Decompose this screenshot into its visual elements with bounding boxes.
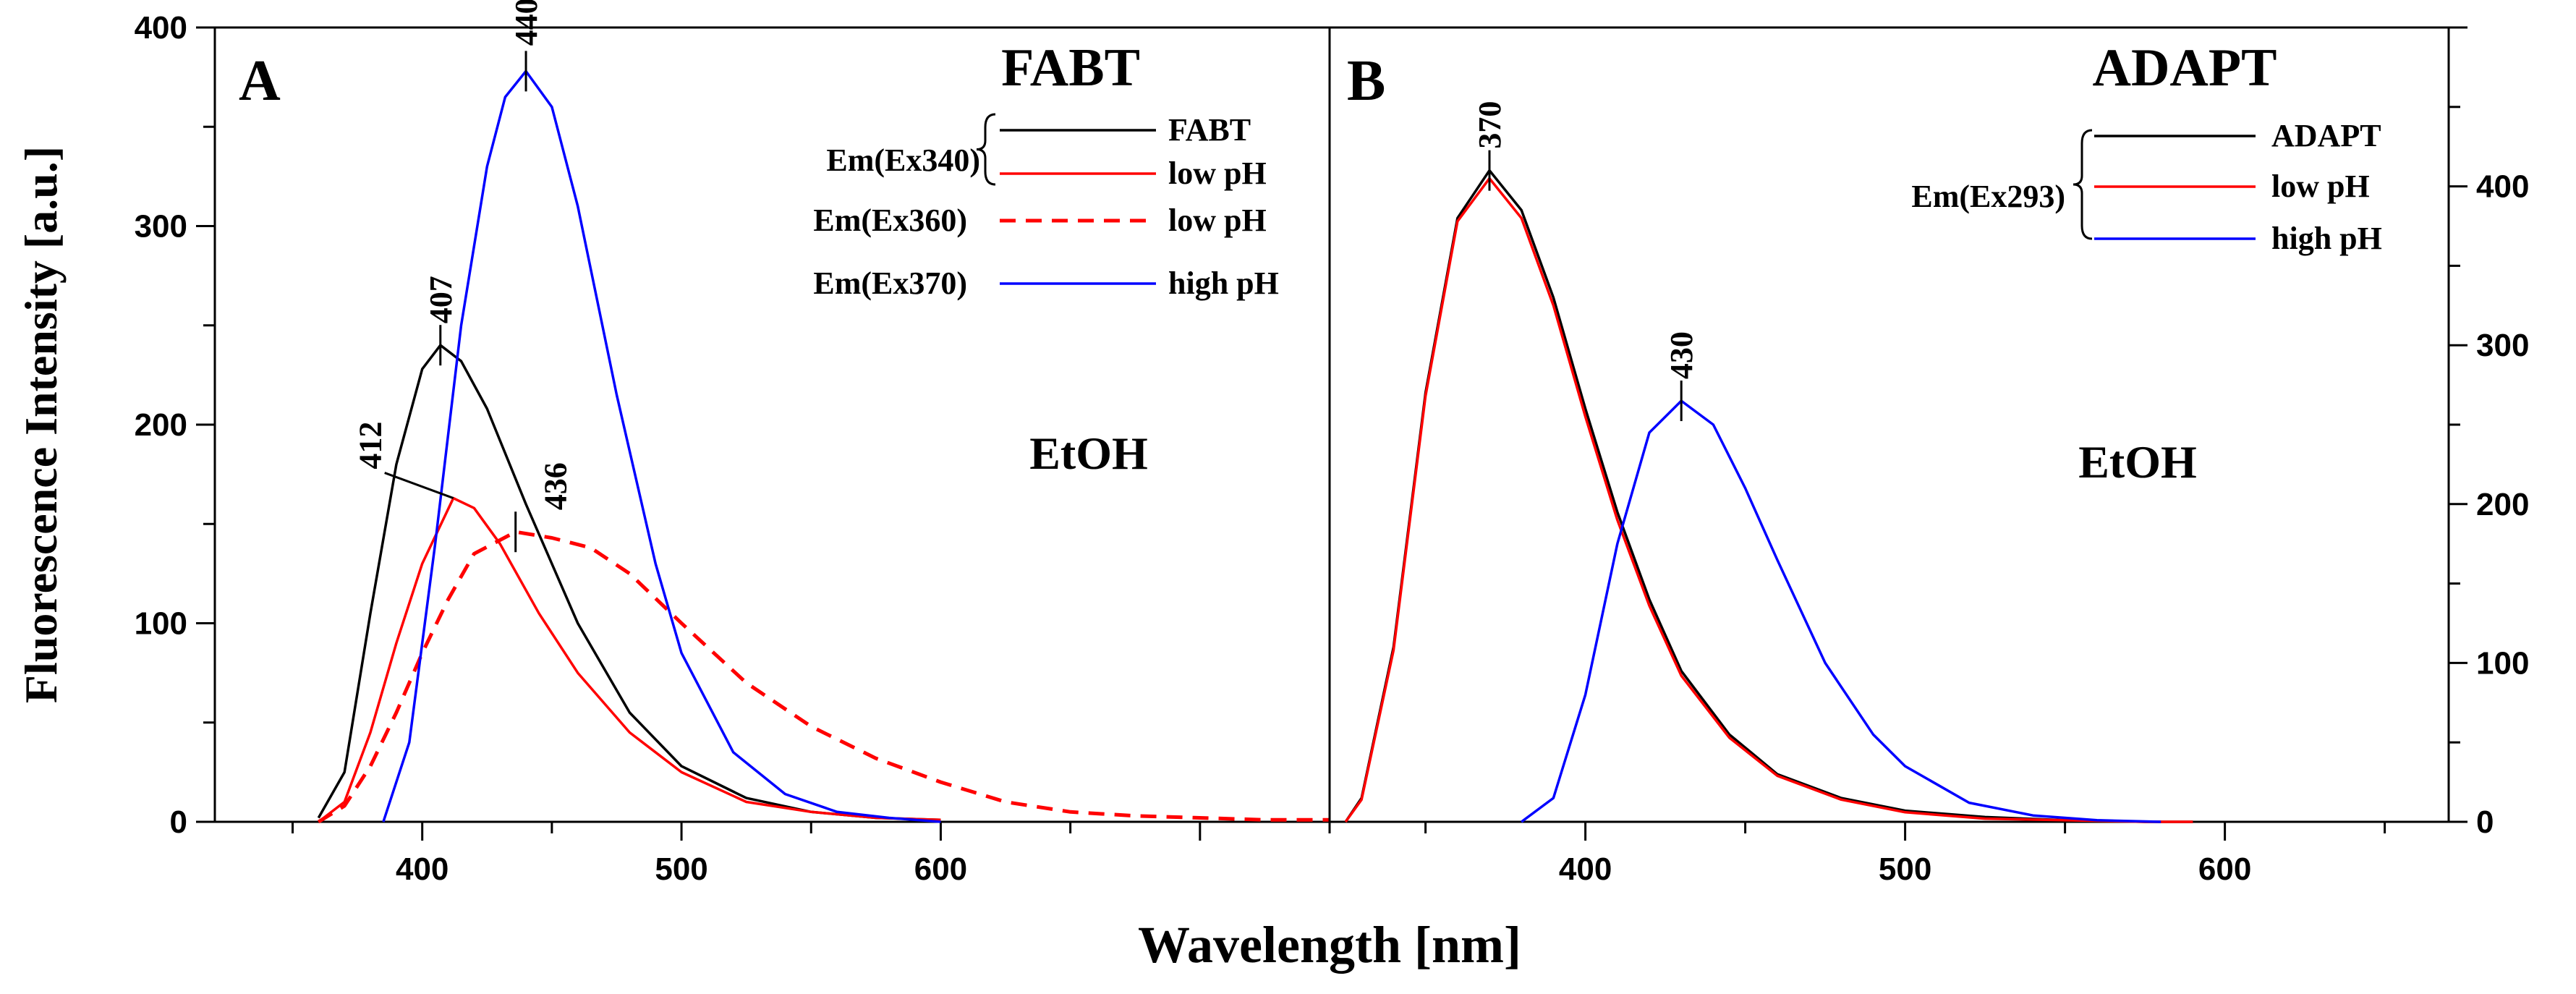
peak-label: 370 [1472, 101, 1508, 149]
peak-label: 440 [509, 0, 544, 46]
legend-group-label: Em(Ex370) [813, 266, 967, 301]
x-tick-label: 400 [396, 851, 449, 887]
legend-group-label: Em(Ex293) [1911, 179, 2065, 214]
peak-label: 412 [353, 422, 388, 470]
legend-entry-label: low pH [1168, 156, 1267, 191]
x-tick-label: 600 [914, 851, 967, 887]
series-line [317, 530, 1330, 824]
peak-label: 436 [538, 462, 574, 510]
legend-brace [2073, 129, 2093, 240]
legend: Em(Ex293) ADAPT low pH high pH [1911, 118, 2382, 256]
panel-title: ADAPT [2093, 38, 2277, 98]
panel-title: FABT [1001, 38, 1140, 98]
series-line [1344, 177, 2193, 823]
y-axis-title: Fluorescence Intensity [a.u.] [15, 146, 67, 703]
peak-leader [384, 472, 454, 499]
shared-axis-titles: Fluorescence Intensity [a.u.] Wavelength … [15, 146, 1521, 974]
peak-label: 407 [423, 276, 459, 323]
y-tick-label: 400 [2476, 169, 2529, 205]
legend-brace [976, 113, 996, 186]
series-line [318, 496, 941, 823]
legend-entry-label: high pH [1168, 266, 1279, 301]
panel-b: 400 500 600 0 100 200 300 400 370 430 B ADAPT EtOH Em… [1328, 26, 2529, 887]
y-tick-label: 0 [2476, 804, 2494, 840]
y-tick-label: 300 [2476, 328, 2529, 363]
y-tick-label: 100 [2476, 645, 2529, 681]
solvent-label: EtOH [2078, 436, 2197, 488]
legend-group-label: Em(Ex340) [826, 143, 980, 178]
y-tick-label: 0 [170, 804, 187, 840]
legend-entry-label: high pH [2271, 221, 2382, 256]
series-line [1344, 169, 2193, 823]
legend-entry-label: low pH [2271, 169, 2370, 204]
y-tick-label: 200 [135, 407, 187, 443]
y-tick-label: 200 [2476, 487, 2529, 522]
legend-entry-label: FABT [1168, 112, 1251, 148]
legend-entry-label: ADAPT [2271, 118, 2381, 153]
x-tick-label: 400 [1559, 851, 1612, 887]
solvent-label: EtOH [1029, 428, 1148, 479]
series-line [382, 69, 941, 823]
legend: Em(Ex340) Em(Ex360) Em(Ex370) FABT low pH low… [813, 112, 1279, 301]
peak-label: 430 [1664, 331, 1699, 379]
series-line [317, 344, 941, 822]
y-tick-label: 400 [135, 10, 187, 46]
legend-entry-label: low pH [1168, 203, 1267, 238]
x-tick-label: 500 [655, 851, 707, 887]
x-axis-title: Wavelength [nm] [1138, 916, 1521, 974]
y-tick-label: 100 [135, 606, 187, 642]
legend-group-label: Em(Ex360) [813, 203, 967, 238]
x-tick-label: 600 [2198, 851, 2251, 887]
x-tick-label: 500 [1879, 851, 1931, 887]
y-tick-label: 300 [135, 209, 187, 245]
panel-letter: B [1347, 49, 1385, 113]
series-line [1521, 399, 2161, 823]
panel-letter: A [239, 49, 281, 113]
